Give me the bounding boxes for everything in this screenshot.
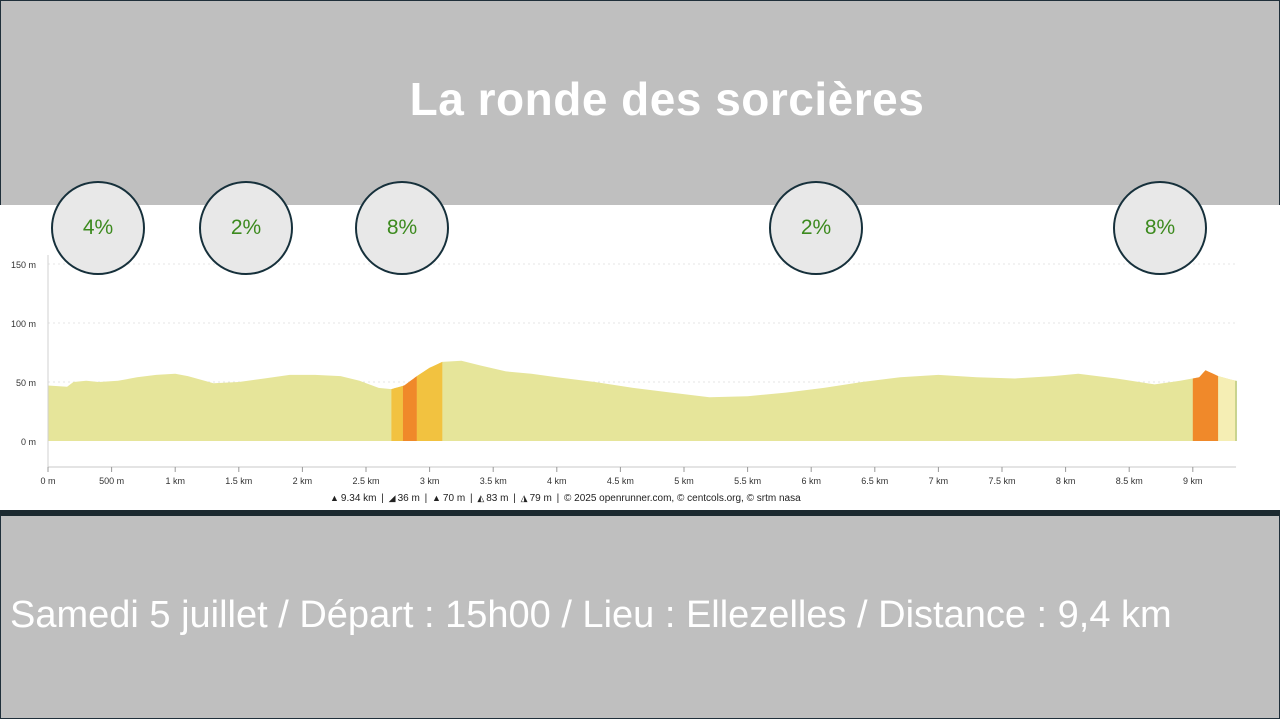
grade-badge-2: 2% (199, 181, 293, 275)
grade-badge-5: 8% (1113, 181, 1207, 275)
max-altitude-icon: ▲ (432, 493, 441, 503)
min-altitude-icon: ◢ (388, 493, 396, 503)
x-tick-label: 6 km (801, 476, 821, 486)
stat-distance: 9.34 km (340, 493, 377, 504)
stat-min-altitude: 36 m (397, 493, 420, 504)
x-tick-label: 4 km (547, 476, 567, 486)
grade-badge-4: 2% (769, 181, 863, 275)
elevation-gain-icon: ◭ (477, 493, 485, 503)
elevation-profile-svg: 0 m 50 m 100 m 150 m 0 m 500 m 1 km 1.5 km 2 km 2… (11, 255, 1237, 486)
x-tick-label: 4.5 km (607, 476, 634, 486)
x-tick-label: 9 km (1183, 476, 1203, 486)
x-tick-label: 0 m (40, 476, 55, 486)
x-tick-label: 7 km (929, 476, 949, 486)
climb-segment (402, 376, 417, 441)
x-tick-label: 500 m (99, 476, 124, 486)
y-tick-label: 150 m (11, 260, 36, 270)
x-tick-label: 6.5 km (861, 476, 888, 486)
climb-segment (416, 361, 443, 441)
distance-icon: ▲ (330, 493, 339, 503)
credits-text: © 2025 openrunner.com, © centcols.org, ©… (563, 493, 801, 504)
info-band (0, 516, 1280, 719)
event-info: Samedi 5 juillet / Départ : 15h00 / Lieu… (10, 594, 1172, 636)
x-tick-label: 1 km (165, 476, 185, 486)
stat-elevation-loss: 79 m (529, 493, 552, 504)
route-stats: ▲ 9.34 km | ◢ 36 m | ▲ 70 m | ◭ 83 m | ◮ 79 m… (330, 493, 801, 504)
grade-badge-3: 8% (355, 181, 449, 275)
grade-badge-1: 4% (51, 181, 145, 275)
title-band (0, 0, 1280, 206)
x-tick-label: 3.5 km (480, 476, 507, 486)
climb-segment (1218, 376, 1236, 441)
elevation-chart: 0 m 50 m 100 m 150 m 0 m 500 m 1 km 1.5 km 2 km 2… (0, 205, 1280, 512)
stat-elevation-gain: 83 m (486, 493, 509, 504)
page-title: La ronde des sorcières (409, 73, 925, 125)
x-tick-label: 5.5 km (734, 476, 761, 486)
climb-segment (1192, 370, 1219, 441)
x-tick-label: 2 km (293, 476, 313, 486)
x-tick-label: 7.5 km (988, 476, 1015, 486)
y-tick-label: 0 m (21, 437, 36, 447)
x-tick-label: 1.5 km (225, 476, 252, 486)
x-tick-label: 3 km (420, 476, 440, 486)
stat-max-altitude: 70 m (442, 493, 466, 504)
elevation-area (48, 360, 1237, 441)
x-tick-label: 5 km (674, 476, 694, 486)
x-tick-label: 2.5 km (352, 476, 379, 486)
x-tick-label: 8 km (1056, 476, 1076, 486)
climb-segment (391, 385, 403, 441)
x-tick-label: 8.5 km (1116, 476, 1143, 486)
section-divider (0, 510, 1280, 516)
y-tick-label: 50 m (16, 378, 36, 388)
elevation-loss-icon: ◮ (520, 493, 528, 503)
y-tick-label: 100 m (11, 319, 36, 329)
